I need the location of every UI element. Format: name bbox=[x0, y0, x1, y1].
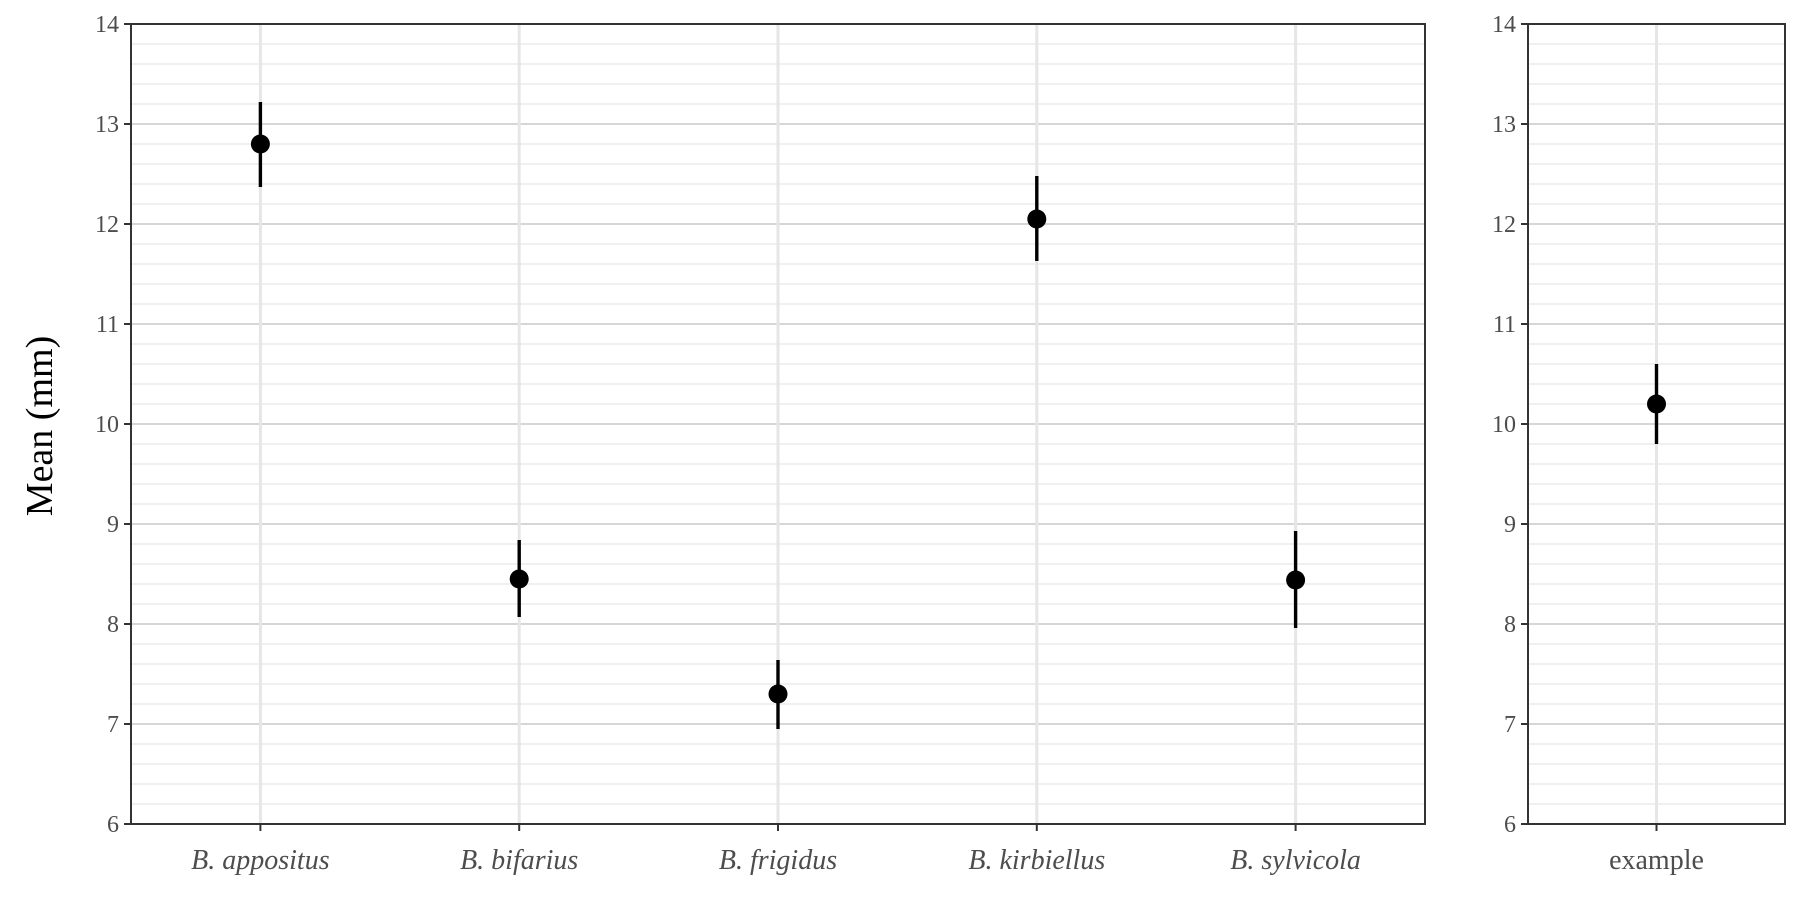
species-y-tick-label: 13 bbox=[95, 112, 119, 138]
example-y-tick-label: 11 bbox=[1493, 312, 1516, 338]
example-y-tick-label: 12 bbox=[1492, 212, 1516, 238]
example-y-tick-label: 7 bbox=[1504, 712, 1516, 738]
species-y-tick-label: 9 bbox=[107, 512, 119, 538]
species-x-tick-label: B. bifarius bbox=[460, 845, 578, 876]
species-y-tick-label: 10 bbox=[95, 412, 119, 438]
example-y-tick-label: 9 bbox=[1504, 512, 1516, 538]
species-y-tick-label: 7 bbox=[107, 712, 119, 738]
species-y-tick-label: 14 bbox=[95, 12, 119, 38]
y-axis-title: Mean (mm) bbox=[19, 336, 61, 516]
example-y-tick-label: 13 bbox=[1492, 112, 1516, 138]
species-data-point bbox=[509, 569, 529, 589]
species-data-point bbox=[250, 134, 270, 154]
example-y-tick-label: 14 bbox=[1492, 12, 1516, 38]
panel-species: 6 7 8 9 10 11 12 13 14 B. appositus B. bifarius B. … bbox=[95, 12, 1426, 876]
species-y-tick-label: 12 bbox=[95, 212, 119, 238]
species-data-point bbox=[1027, 209, 1047, 229]
species-x-tick-label: B. kirbiellus bbox=[968, 845, 1105, 876]
example-data-point bbox=[1647, 394, 1666, 414]
example-y-tick-label: 8 bbox=[1504, 612, 1516, 638]
species-y-tick-label: 11 bbox=[96, 312, 119, 338]
example-x-tick-label: example bbox=[1609, 845, 1704, 876]
species-y-tick-label: 6 bbox=[107, 812, 119, 838]
species-data-point bbox=[1286, 570, 1306, 590]
example-y-tick-label: 6 bbox=[1504, 812, 1516, 838]
species-y-tick-label: 8 bbox=[107, 612, 119, 638]
species-x-tick-label: B. sylvicola bbox=[1230, 845, 1361, 876]
example-y-tick-label: 10 bbox=[1492, 412, 1516, 438]
panel-example: 6 7 8 9 10 11 12 13 14 example bbox=[1492, 12, 1786, 876]
species-x-tick-label: B. appositus bbox=[191, 845, 330, 876]
species-x-tick-label: B. frigidus bbox=[719, 845, 837, 876]
species-data-point bbox=[768, 684, 788, 704]
